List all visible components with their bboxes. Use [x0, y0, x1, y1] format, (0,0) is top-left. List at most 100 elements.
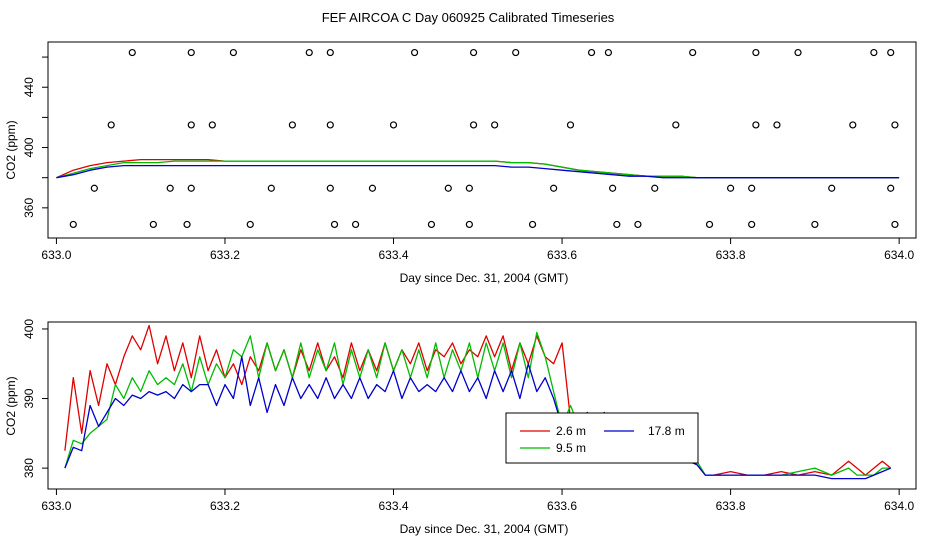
scatter-point	[752, 121, 760, 129]
bottom-y-axis: 380 390 400	[22, 319, 48, 478]
bottom-series-2-6-m	[64, 324, 892, 476]
top-series-9-5-m	[56, 160, 900, 179]
top-series-group	[56, 158, 900, 179]
bottom-x-axis: 633.0 633.2 633.4 633.6 633.8 634.0	[41, 489, 914, 513]
scatter-point	[587, 48, 596, 57]
scatter-point	[773, 121, 781, 129]
bottom-x-tick-label: 633.6	[547, 499, 577, 513]
scatter-point	[427, 220, 436, 229]
top-x-tick-label: 633.4	[378, 248, 408, 262]
scatter-point	[69, 220, 77, 229]
scatter-point	[752, 48, 760, 57]
top-x-tick-label: 633.8	[716, 248, 746, 262]
legend-label-17-8m: 17.8 m	[648, 424, 685, 438]
scatter-point	[267, 184, 275, 192]
top-x-tick-label: 633.0	[41, 248, 71, 262]
scatter-point	[246, 220, 254, 229]
scatter-point	[887, 48, 895, 57]
scatter-point	[613, 220, 621, 229]
bottom-plot-frame	[47, 321, 917, 490]
top-x-tick-label: 633.2	[210, 248, 240, 262]
legend-label-2-6m: 2.6 m	[556, 424, 586, 438]
top-y-axis: 360 400 440	[22, 56, 48, 218]
scatter-point	[288, 121, 296, 129]
bottom-x-tick-label: 634.0	[884, 499, 914, 513]
scatter-point	[465, 220, 473, 229]
legend-box	[505, 412, 699, 464]
bottom-series-17-8-m	[64, 356, 891, 480]
top-series-17-8-m	[56, 164, 900, 179]
scatter-point	[465, 184, 473, 192]
bottom-x-tick-label: 633.8	[716, 499, 746, 513]
figure-title: FEF AIRCOA C Day 060925 Calibrated Times…	[322, 10, 615, 25]
bottom-x-tick-label: 633.0	[41, 499, 71, 513]
scatter-point	[689, 48, 697, 57]
scatter-point	[469, 121, 478, 129]
scatter-point	[491, 121, 499, 129]
top-scatter-points	[69, 48, 899, 229]
bottom-series-9-5-m	[64, 331, 891, 476]
bottom-y-axis-label: CO2 (ppm)	[4, 376, 18, 435]
scatter-point	[187, 184, 195, 192]
bottom-panel: 633.0 633.2 633.4 633.6 633.8 634.0 380 390 400…	[4, 319, 917, 536]
legend-label-9-5m: 9.5 m	[556, 441, 586, 455]
scatter-point	[444, 184, 452, 192]
legend: 2.6 m 9.5 m 17.8 m	[505, 412, 699, 464]
scatter-point	[887, 184, 895, 192]
bottom-x-tick-label: 633.4	[378, 499, 408, 513]
scatter-point	[550, 184, 558, 192]
scatter-point	[748, 184, 756, 192]
scatter-point	[566, 121, 575, 129]
scatter-point	[891, 121, 899, 129]
top-x-axis: 633.0 633.2 633.4 633.6 633.8 634.0	[41, 238, 914, 262]
scatter-point	[604, 48, 613, 57]
top-series-2-6-m	[56, 158, 900, 179]
scatter-point	[672, 121, 680, 129]
scatter-point	[727, 184, 735, 192]
scatter-point	[849, 121, 857, 129]
scatter-point	[305, 48, 313, 57]
top-y-tick-label: 400	[22, 137, 36, 157]
scatter-point	[187, 121, 195, 129]
scatter-point	[107, 121, 115, 129]
bottom-x-axis-label: Day since Dec. 31, 2004 (GMT)	[400, 522, 569, 536]
scatter-point	[794, 48, 802, 57]
scatter-point	[351, 220, 360, 229]
scatter-point	[870, 48, 878, 57]
scatter-point	[811, 220, 819, 229]
scatter-point	[326, 121, 334, 129]
scatter-point	[149, 220, 157, 229]
scatter-point	[368, 184, 377, 192]
scatter-point	[208, 121, 216, 129]
scatter-point	[326, 48, 334, 57]
bottom-x-tick-label: 633.2	[210, 499, 240, 513]
scatter-point	[90, 184, 98, 192]
top-plot-frame	[47, 41, 917, 239]
top-x-axis-label: Day since Dec. 31, 2004 (GMT)	[400, 271, 569, 285]
scatter-point	[512, 48, 520, 57]
top-panel: 633.0 633.2 633.4 633.6 633.8 634.0 360 400 440…	[4, 41, 917, 285]
scatter-point	[389, 121, 398, 129]
top-y-tick-label: 360	[22, 198, 36, 218]
bottom-y-tick-label: 400	[22, 319, 36, 339]
bottom-y-tick-label: 390	[22, 388, 36, 408]
scatter-point	[326, 184, 334, 192]
scatter-point	[634, 220, 642, 229]
scatter-point	[528, 220, 537, 229]
scatter-point	[183, 220, 191, 229]
top-x-tick-label: 634.0	[884, 248, 914, 262]
scatter-point	[609, 184, 617, 192]
scatter-point	[166, 184, 174, 192]
scatter-point	[469, 48, 478, 57]
scatter-point	[705, 220, 714, 229]
top-x-tick-label: 633.6	[547, 248, 577, 262]
scatter-point	[891, 220, 899, 229]
bottom-y-tick-label: 380	[22, 458, 36, 478]
scatter-point	[229, 48, 237, 57]
scatter-point	[748, 220, 756, 229]
scatter-point	[128, 48, 136, 57]
scatter-point	[187, 48, 195, 57]
scatter-point	[330, 220, 339, 229]
top-y-tick-label: 440	[22, 77, 36, 97]
